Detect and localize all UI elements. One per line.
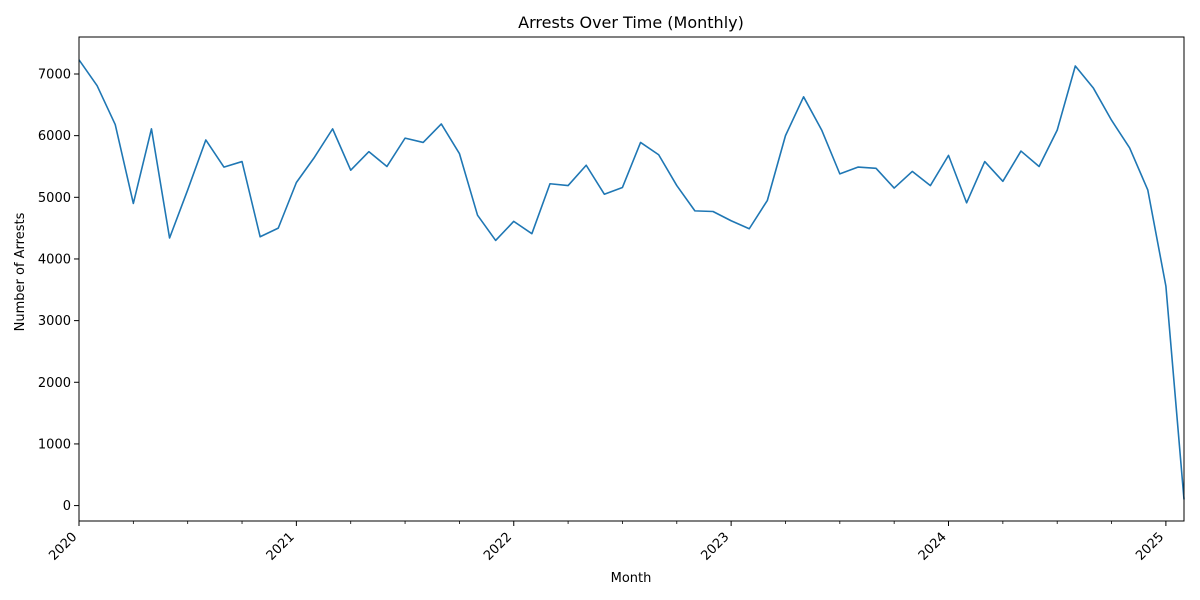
plot-area xyxy=(78,36,1185,522)
y-axis: 0 1000 2000 3000 4000 5000 6000 7000 xyxy=(38,67,79,514)
y-tick-label: 5000 xyxy=(38,191,71,206)
x-axis: 2020 2021 2022 2023 2024 2025 xyxy=(46,521,1167,564)
x-tick-label: 2021 xyxy=(264,530,298,564)
y-axis-title: Number of Arrests xyxy=(13,212,28,331)
y-tick-label: 4000 xyxy=(38,252,71,267)
chart-title: Arrests Over Time (Monthly) xyxy=(518,13,744,32)
plot-frame xyxy=(78,36,1185,522)
x-tick-label: 2020 xyxy=(46,530,80,564)
x-tick-label: 2025 xyxy=(1133,530,1167,564)
y-tick-label: 6000 xyxy=(38,129,71,144)
y-tick-label: 0 xyxy=(63,499,71,514)
x-axis-title: Month xyxy=(611,571,652,586)
x-tick-label: 2023 xyxy=(698,530,732,564)
x-tick-label: 2024 xyxy=(916,530,950,564)
series-line xyxy=(78,59,1185,500)
y-tick-label: 2000 xyxy=(38,376,71,391)
y-tick-label: 3000 xyxy=(38,314,71,329)
y-tick-label: 1000 xyxy=(38,437,71,452)
y-tick-label: 7000 xyxy=(38,67,71,82)
x-tick-label: 2022 xyxy=(481,530,515,564)
